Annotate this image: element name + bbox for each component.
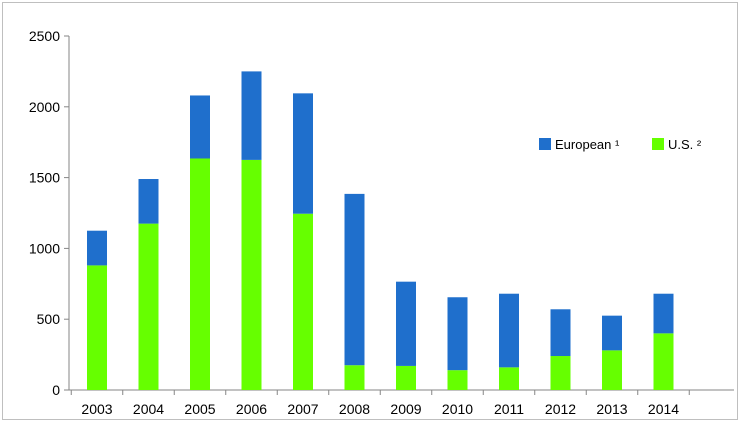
bar-u-s-2003	[87, 265, 107, 390]
bar-u-s-2008	[344, 365, 365, 390]
bar-u-s-2006	[241, 159, 262, 390]
bar-u-s-2009	[396, 365, 416, 390]
x-tick-label: 2011	[494, 401, 524, 417]
bar-european-2014	[653, 293, 674, 334]
bar-european-2012	[550, 309, 571, 357]
x-tick-label: 2007	[287, 401, 318, 417]
bar-u-s-2004	[138, 223, 159, 390]
x-axis: 2003 2004 2005 2006 2007 2008 2009 2010 2011 2012…	[69, 389, 734, 417]
x-tick-label: 2003	[81, 401, 112, 417]
x-tick-label: 2008	[339, 401, 370, 417]
x-tick-label: 2013	[596, 401, 627, 417]
x-tick-label: 2009	[390, 401, 421, 417]
y-tick-label: 0	[52, 382, 60, 398]
y-tick-label: 1000	[29, 240, 60, 256]
x-tick-label: 2006	[236, 401, 267, 417]
bar-u-s-2013	[602, 350, 622, 390]
bar-european-2010	[447, 297, 468, 371]
x-tick-label: 2014	[648, 401, 679, 417]
y-axis: 0 500 1000 1500 2000 2500	[29, 28, 70, 398]
bar-european-2003	[87, 230, 107, 266]
y-tick-label: 500	[37, 311, 61, 327]
bar-u-s-2007	[293, 213, 313, 390]
legend: European ¹ U.S. ²	[539, 137, 702, 152]
x-tick-label: 2010	[442, 401, 473, 417]
bar-u-s-2014	[653, 333, 674, 390]
bar-european-2009	[396, 281, 416, 366]
bar-european-2011	[499, 293, 519, 368]
bar-european-2006	[241, 71, 262, 160]
chart-frame: 0 500 1000 1500 2000 2500 2003 2004 2005 2006 200…	[2, 2, 738, 420]
legend-swatch-us	[652, 138, 664, 150]
bar-european-2005	[190, 95, 210, 159]
bar-european-2007	[293, 93, 313, 214]
x-tick-label: 2004	[133, 401, 164, 417]
y-tick-label: 2000	[29, 99, 60, 115]
bar-u-s-2005	[190, 158, 210, 390]
y-tick-label: 2500	[29, 28, 60, 44]
bar-u-s-2011	[499, 367, 519, 390]
bar-u-s-2012	[550, 356, 571, 390]
bars	[87, 71, 674, 390]
legend-label-european: European ¹	[555, 137, 620, 152]
x-tick-label: 2012	[545, 401, 576, 417]
legend-swatch-european	[539, 138, 551, 150]
y-tick-label: 1500	[29, 170, 60, 186]
bar-u-s-2010	[447, 370, 468, 390]
legend-label-us: U.S. ²	[668, 137, 702, 152]
x-tick-label: 2005	[184, 401, 215, 417]
bar-european-2013	[602, 315, 622, 351]
bar-european-2008	[344, 193, 365, 366]
bar-european-2004	[138, 179, 159, 224]
